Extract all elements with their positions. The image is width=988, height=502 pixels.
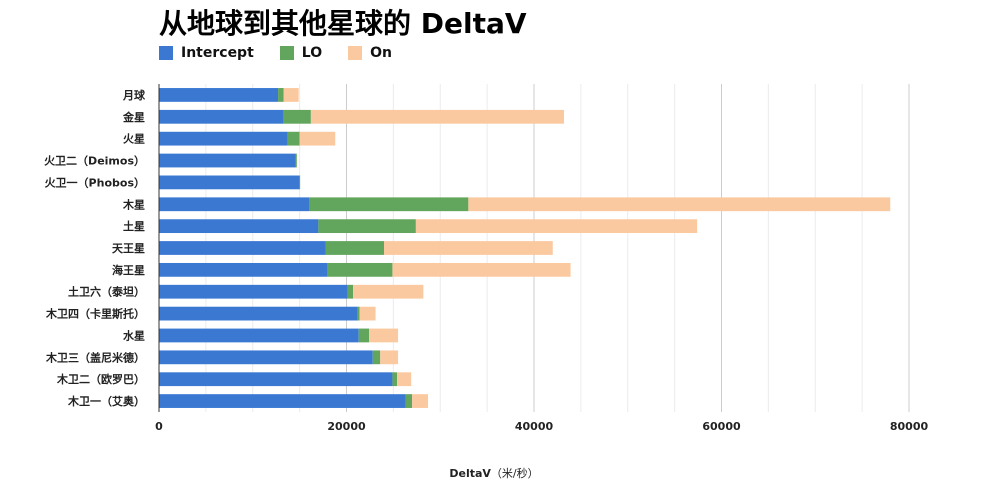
bar-on-0 — [283, 88, 299, 102]
bar-lo-14 — [405, 394, 413, 408]
x-ticks: 0 20000 40000 60000 80000 — [155, 420, 928, 433]
bar-lo-3 — [295, 153, 297, 168]
bar-on-8 — [392, 262, 571, 277]
bar-on-11 — [369, 328, 399, 343]
bar-lo-4 — [299, 175, 301, 190]
bar-on-7 — [384, 241, 553, 255]
bar-on-6 — [415, 219, 698, 234]
bar-intercept-3 — [159, 153, 296, 168]
bar-on-14 — [412, 394, 429, 408]
legend-swatch-on — [348, 46, 363, 60]
legend-item-lo: LO — [279, 45, 323, 61]
x-tick-label: 20000 — [327, 420, 366, 433]
bar-intercept-14 — [159, 394, 406, 408]
bar-on-10 — [359, 306, 376, 321]
category-label: 木卫三（盖尼米德） — [45, 350, 145, 364]
x-tick-label: 0 — [155, 420, 163, 433]
bar-intercept-9 — [159, 284, 348, 299]
legend-label-on: On — [370, 45, 392, 61]
category-label: 土卫六（泰坦） — [68, 285, 145, 299]
bar-lo-10 — [357, 306, 360, 321]
category-label: 水星 — [123, 328, 145, 342]
legend: Intercept LO On — [159, 45, 418, 61]
legend-swatch-lo — [279, 46, 294, 60]
category-label: 天王星 — [112, 242, 145, 255]
bar-intercept-1 — [159, 109, 284, 124]
category-label: 火卫一（Phobos） — [45, 176, 145, 189]
bar-intercept-13 — [159, 372, 393, 387]
category-label: 木卫一（艾奥） — [67, 394, 145, 408]
category-label: 海王星 — [112, 263, 145, 277]
bar-lo-2 — [287, 131, 300, 146]
bar-intercept-7 — [159, 241, 326, 255]
bar-lo-9 — [347, 284, 354, 299]
category-label: 火星 — [123, 133, 145, 146]
x-tick-label: 60000 — [702, 420, 741, 433]
x-axis-label: DeltaV（米/秒） — [0, 465, 988, 481]
chart-title: 从地球到其他星球的 DeltaV — [159, 7, 527, 40]
bar-intercept-10 — [159, 306, 358, 321]
bar-intercept-6 — [159, 219, 319, 234]
x-tick-label: 80000 — [890, 420, 929, 433]
category-label: 金星 — [122, 110, 145, 124]
bar-intercept-8 — [159, 262, 328, 277]
x-axis-label-unit: （米/秒） — [490, 467, 539, 480]
legend-label-lo: LO — [301, 45, 323, 61]
legend-swatch-intercept — [159, 46, 173, 60]
bar-lo-5 — [309, 197, 469, 212]
bar-intercept-4 — [159, 175, 300, 190]
legend-item-intercept: Intercept — [159, 45, 254, 61]
bar-lo-1 — [283, 109, 311, 124]
bar-lo-8 — [327, 262, 393, 277]
bar-lo-7 — [325, 241, 384, 255]
bar-on-12 — [380, 350, 399, 365]
category-label: 木卫四（卡里斯托） — [45, 307, 145, 321]
category-label: 土星 — [123, 219, 145, 233]
bar-intercept-12 — [159, 350, 373, 365]
bar-intercept-0 — [159, 88, 279, 102]
bar-lo-11 — [358, 328, 369, 343]
category-label: 木星 — [122, 197, 145, 211]
category-label: 火卫二（Deimos） — [44, 155, 145, 168]
x-tick-label: 40000 — [515, 420, 554, 433]
category-label: 木卫二（欧罗巴） — [56, 372, 145, 386]
bar-lo-0 — [278, 88, 284, 102]
legend-item-on: On — [348, 45, 392, 61]
bar-intercept-2 — [159, 131, 288, 146]
bar-intercept-11 — [159, 328, 359, 343]
bar-on-9 — [353, 284, 424, 299]
bar-lo-12 — [372, 350, 381, 365]
category-label: 月球 — [122, 88, 146, 102]
legend-label-intercept: Intercept — [181, 45, 254, 61]
bar-on-1 — [310, 109, 564, 124]
bar-on-2 — [299, 131, 336, 146]
bar-lo-6 — [318, 219, 416, 234]
x-axis-label-main: DeltaV — [449, 467, 491, 480]
bar-on-5 — [468, 197, 891, 212]
bar-intercept-5 — [159, 197, 309, 212]
bar-lo-13 — [392, 372, 398, 387]
bar-on-13 — [397, 372, 412, 387]
